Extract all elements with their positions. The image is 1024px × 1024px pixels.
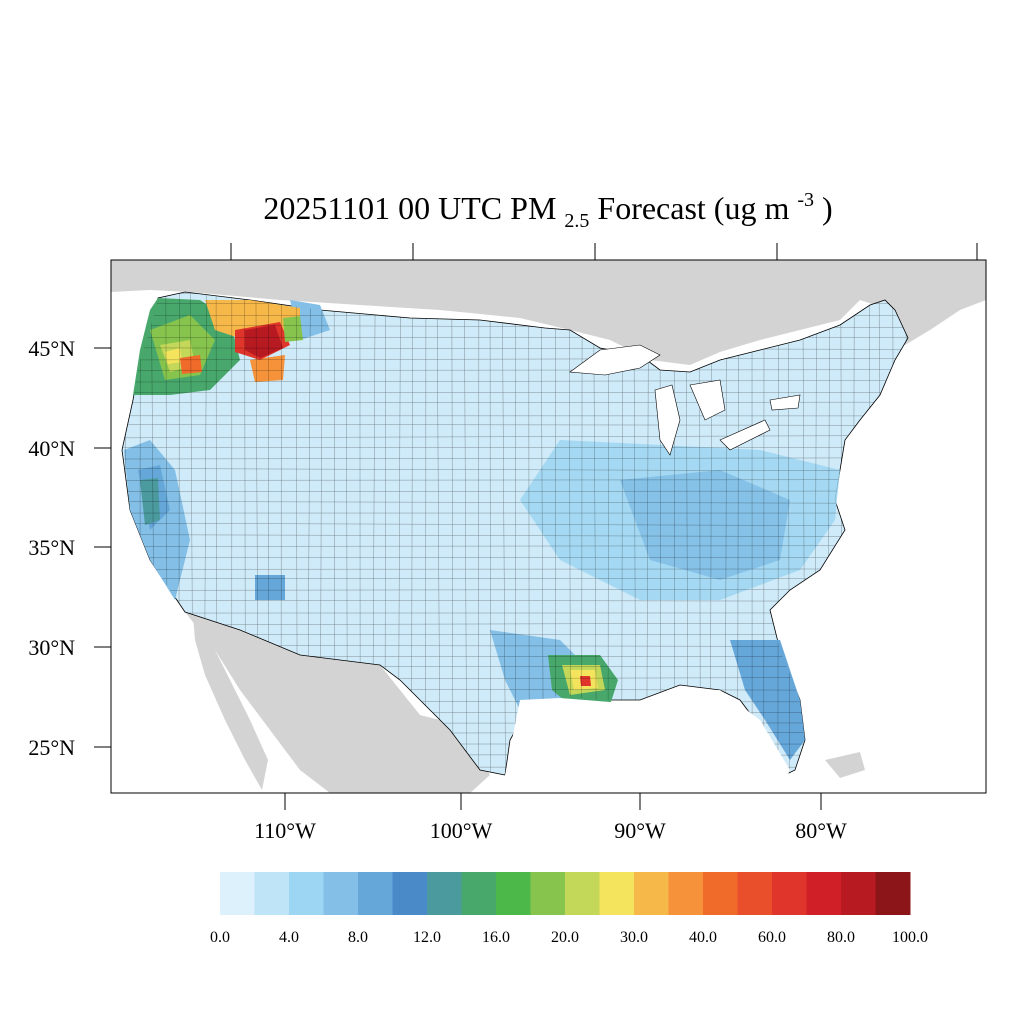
colorbar-swatch	[323, 872, 359, 915]
lake-huron	[689, 379, 726, 421]
colorbar-swatch	[806, 872, 842, 915]
colorbar-swatch	[461, 872, 497, 915]
colorbar-label: 4.0	[279, 929, 299, 946]
gulf-of-mexico	[500, 690, 790, 793]
colorbar-swatch	[634, 872, 669, 915]
lat-label: 30°N	[28, 635, 75, 660]
lake-michigan	[654, 384, 681, 456]
colorbar-swatch	[254, 872, 290, 915]
colorbar-swatch	[565, 872, 600, 915]
colorbar-swatch	[496, 872, 531, 915]
lon-label: 100°W	[430, 818, 493, 843]
colorbar-swatch	[392, 872, 428, 915]
lat-label: 35°N	[28, 535, 75, 560]
colorbar-swatch	[358, 872, 393, 915]
lake-ontario	[769, 394, 801, 411]
colorbar-label: 16.0	[482, 929, 510, 946]
colorbar: 0.0 4.0 8.0 12.0 16.0 20.0 30.0 40.0 60.0 80.0 100…	[210, 872, 928, 946]
map-frame	[110, 259, 987, 794]
lon-label: 110°W	[254, 818, 316, 843]
map-title: 20251101 00 UTC PM 2.5 Forecast (ug m -3…	[263, 177, 832, 234]
louisiana-hotspot	[548, 655, 618, 705]
colorbar-swatch	[703, 872, 738, 915]
colorbar-swatch	[875, 872, 911, 915]
colorbar-swatch	[737, 872, 773, 915]
colorbar-swatch	[220, 872, 255, 915]
colorbar-swatch	[772, 872, 807, 915]
colorbar-label: 12.0	[413, 929, 441, 946]
colorbar-label: 30.0	[620, 929, 648, 946]
caribbean-islands	[825, 752, 865, 778]
lat-label: 40°N	[28, 436, 75, 461]
lon-label: 80°W	[795, 818, 847, 843]
top-ticks	[230, 243, 978, 260]
lon-label: 90°W	[614, 818, 666, 843]
colorbar-swatch	[668, 872, 704, 915]
colorbar-swatch	[841, 872, 876, 915]
lake-superior	[569, 344, 661, 376]
canada-landmass	[111, 260, 986, 365]
colorbar-label: 100.0	[892, 929, 928, 946]
colorbar-label: 40.0	[689, 929, 717, 946]
lat-label: 45°N	[28, 336, 75, 361]
lake-erie	[719, 419, 771, 451]
colorbar-label: 20.0	[551, 929, 579, 946]
colorbar-label: 60.0	[758, 929, 786, 946]
baja-peninsula	[193, 615, 268, 790]
colorbar-swatch	[427, 872, 462, 915]
water-bodies	[500, 344, 801, 793]
colorbar-label: 8.0	[348, 929, 368, 946]
colorbar-label: 80.0	[827, 929, 855, 946]
lat-label: 25°N	[28, 735, 75, 760]
mexico-landmass	[185, 612, 490, 793]
right-ticks	[986, 310, 1003, 717]
bottom-ticks	[284, 793, 822, 810]
colorbar-swatch	[289, 872, 324, 915]
map-panel: 45°N 40°N 35°N 30°N 25°N 110°W 100°W 90°…	[28, 243, 1003, 843]
colorbar-label: 0.0	[210, 929, 230, 946]
colorbar-swatch	[530, 872, 566, 915]
colorbar-swatch	[599, 872, 635, 915]
left-ticks	[94, 347, 111, 748]
